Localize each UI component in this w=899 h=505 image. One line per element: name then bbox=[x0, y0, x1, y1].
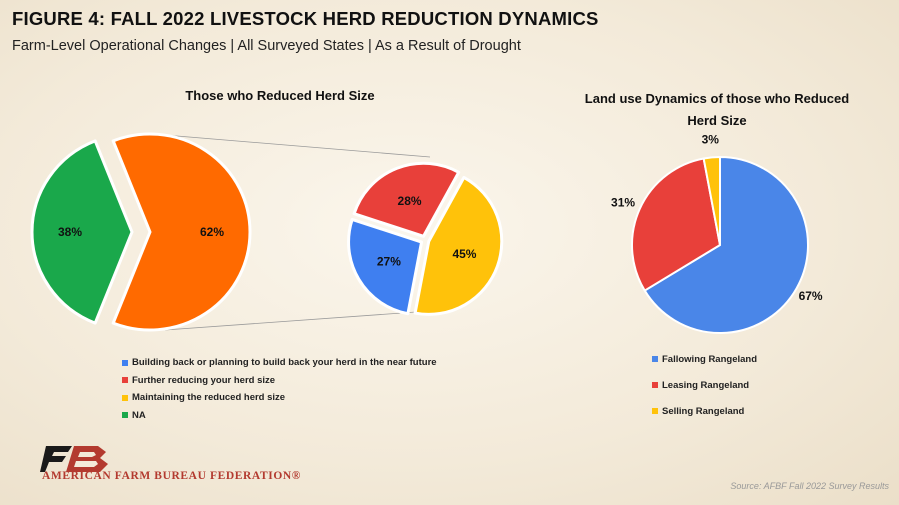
legend-label: Further reducing your herd size bbox=[132, 374, 276, 386]
afbf-logo-icon bbox=[40, 446, 108, 472]
data-label: 31% bbox=[611, 196, 635, 210]
legend-label: Leasing Rangeland bbox=[662, 379, 750, 391]
land-use-pie: 67% 31% 3% bbox=[611, 132, 823, 334]
data-label: 67% bbox=[799, 289, 823, 303]
pie-slice bbox=[643, 156, 809, 334]
pie-slice bbox=[347, 217, 424, 316]
data-label: 38% bbox=[58, 225, 82, 239]
legend-label: Maintaining the reduced herd size bbox=[132, 392, 286, 404]
data-label: 45% bbox=[452, 247, 476, 261]
legend-item: Further reducing your herd size bbox=[122, 372, 437, 390]
data-label: 28% bbox=[398, 194, 422, 208]
legend-swatch bbox=[122, 394, 128, 401]
right-legend: Fallowing Rangeland Leasing Rangeland Se… bbox=[652, 346, 757, 424]
legend-swatch bbox=[122, 359, 128, 366]
sub-pie: 27% 28% 45% bbox=[347, 161, 504, 316]
source-note: Source: AFBF Fall 2022 Survey Results bbox=[730, 481, 889, 491]
left-legend: Building back or planning to build back … bbox=[122, 354, 437, 424]
pie-slice bbox=[30, 139, 134, 325]
legend-swatch bbox=[652, 382, 658, 388]
legend-item: Fallowing Rangeland bbox=[652, 346, 757, 372]
pie-slice bbox=[702, 156, 721, 246]
organization-name: AMERICAN FARM BUREAU FEDERATION® bbox=[42, 470, 301, 482]
main-pie: 62% 38% bbox=[30, 132, 252, 332]
legend-item: NA bbox=[122, 407, 437, 425]
legend-item: Building back or planning to build back … bbox=[122, 354, 437, 372]
left-chart-title: Those who Reduced Herd Size bbox=[185, 88, 375, 103]
figure-title: FIGURE 4: FALL 2022 LIVESTOCK HERD REDUC… bbox=[12, 8, 599, 29]
data-label: 62% bbox=[200, 225, 224, 239]
pie-slice bbox=[111, 132, 252, 332]
pie-slice bbox=[352, 161, 461, 238]
legend-label: Building back or planning to build back … bbox=[132, 357, 437, 369]
data-label: 27% bbox=[377, 254, 401, 268]
legend-label: Fallowing Rangeland bbox=[662, 353, 758, 365]
legend-item: Leasing Rangeland bbox=[652, 372, 757, 398]
legend-swatch bbox=[122, 377, 128, 384]
legend-swatch bbox=[122, 412, 128, 419]
legend-item: Maintaining the reduced herd size bbox=[122, 389, 437, 407]
legend-label: Selling Rangeland bbox=[662, 405, 745, 417]
pie-slice bbox=[413, 175, 504, 316]
connector-line bbox=[164, 310, 431, 331]
legend-item: Selling Rangeland bbox=[652, 398, 757, 424]
data-label: 3% bbox=[702, 132, 720, 146]
connector-line bbox=[164, 134, 431, 158]
figure-subtitle: Farm-Level Operational Changes | All Sur… bbox=[12, 38, 521, 54]
legend-label: NA bbox=[132, 409, 146, 421]
pie-slice bbox=[631, 157, 721, 292]
legend-swatch bbox=[652, 356, 658, 362]
right-chart-title: Land use Dynamics of those who Reduced H… bbox=[584, 91, 850, 128]
legend-swatch bbox=[652, 408, 658, 414]
